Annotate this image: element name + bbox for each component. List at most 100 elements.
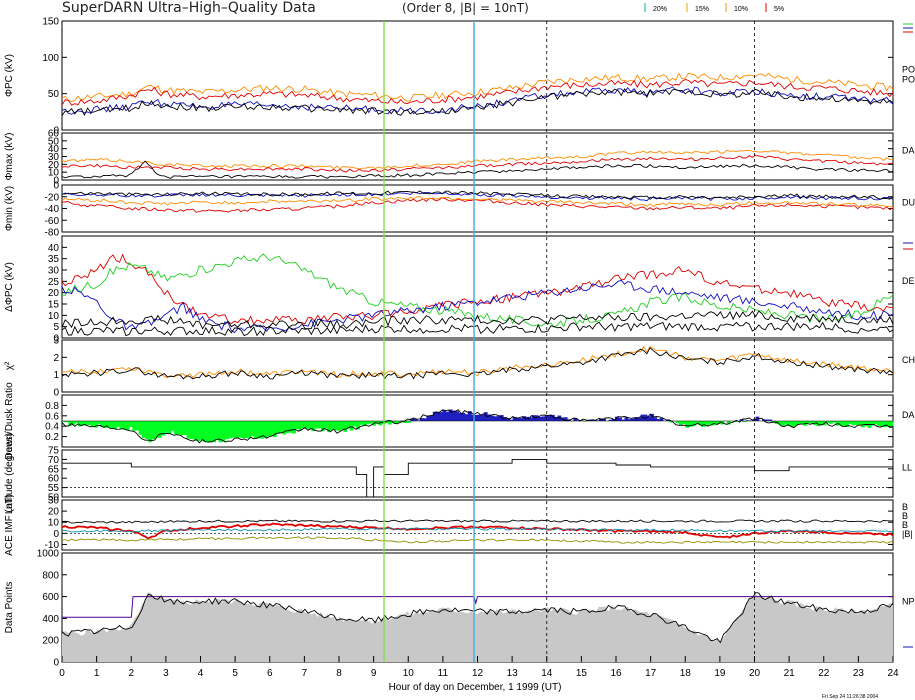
legend-label: 15%: [695, 6, 709, 13]
vertical-markers: [383, 21, 755, 662]
ratio-fill-bar: [193, 421, 197, 440]
x-tick-label: 13: [507, 668, 519, 679]
ratio-fill-bar: [215, 421, 220, 440]
series-line-imf-3: [61, 536, 894, 544]
right-label: B: [902, 520, 908, 530]
right-label: PO: [902, 65, 915, 75]
x-tick-label: 3: [163, 668, 169, 679]
y-tick-label: 5: [53, 322, 59, 333]
ratio-fill-bar: [157, 421, 162, 438]
ratio-fill-bar: [90, 421, 95, 427]
y-tick-label: 20: [48, 288, 60, 299]
ratio-fill-bar: [285, 421, 290, 433]
panel-frame: [61, 499, 894, 551]
y-axis-label: ACE IMF (nT): [4, 494, 15, 556]
ratio-fill-bar: [212, 421, 217, 443]
y-tick-label: 3: [53, 336, 59, 347]
ratio-fill-bar: [260, 421, 264, 439]
x-tick-label: 10: [403, 668, 415, 679]
ratio-fill-bar: [698, 421, 702, 426]
ratio-fill-bar: [442, 409, 447, 421]
ratio-fill-bar: [742, 421, 747, 423]
ratio-fill-bar: [103, 421, 108, 429]
series-line-phimin-0: [61, 197, 894, 213]
ratio-fill-bar: [138, 421, 143, 435]
ratio-fill-bar: [196, 421, 201, 441]
ratio-fill-bar: [151, 421, 156, 440]
ratio-fill-bar: [125, 421, 130, 431]
panel-frame: [61, 20, 894, 131]
ratio-fill-bar: [608, 419, 613, 421]
y-tick-label: 10: [48, 518, 60, 529]
series-line-dphipc-2: [61, 279, 894, 333]
x-tick-label: 6: [267, 668, 273, 679]
series-line-phipc-0: [61, 72, 894, 103]
ratio-fill-bar: [467, 411, 472, 421]
ratio-fill-bar: [279, 421, 284, 433]
ratio-fill-bar: [202, 421, 207, 443]
y-axis-label: Data Points: [4, 582, 15, 634]
ratio-fill-bar: [445, 411, 450, 421]
y-tick-label: 150: [42, 17, 59, 28]
ratio-fill-bar: [547, 414, 552, 421]
ratio-fill-bar: [557, 415, 562, 421]
y-tick-label: 1000: [37, 549, 60, 560]
ratio-fill-bar: [496, 416, 501, 421]
x-tick-label: 15: [576, 668, 588, 679]
ratio-fill-bar: [394, 421, 399, 424]
ratio-fill-bar: [838, 421, 843, 426]
ratio-fill-bar: [809, 421, 814, 424]
y-tick-label: 20: [48, 160, 60, 171]
ratio-fill-bar: [519, 418, 523, 421]
ratio-fill-bar: [87, 421, 92, 426]
ratio-fill-bar: [682, 421, 686, 425]
ratio-fill-bar: [100, 421, 105, 427]
ratio-fill-bar: [819, 421, 824, 426]
panel-chi: 0 1 2 3 χ² CH: [4, 336, 915, 399]
ratio-fill-bar: [806, 421, 811, 424]
ratio-fill-bar: [551, 414, 555, 421]
ratio-fill-bar: [292, 421, 296, 434]
ratio-fill-bar: [777, 421, 782, 425]
ratio-fill-bar: [659, 418, 664, 421]
ratio-fill-bar: [356, 421, 360, 430]
ratio-fill-bar: [266, 421, 271, 437]
ratio-fill-bar: [880, 421, 885, 428]
ratio-fill-bar: [483, 412, 488, 421]
y-tick-label: 0.2: [45, 432, 59, 443]
series-line-imf-0: [61, 519, 894, 524]
ratio-fill-bar: [250, 421, 255, 437]
ratio-fill-bar: [704, 421, 709, 427]
ratio-fill-bar: [825, 421, 830, 424]
x-tick-label: 19: [714, 668, 726, 679]
ratio-fill-bar: [835, 421, 840, 426]
legend-label: 20%: [653, 6, 667, 13]
x-tick-label: 5: [232, 668, 238, 679]
ratio-fill-bar: [573, 418, 578, 421]
data-points-envelope: [62, 596, 893, 618]
series-line-latitude-0: [62, 458, 893, 498]
ratio-fill-bar: [471, 414, 475, 421]
ratio-fill-bar: [141, 421, 146, 439]
y-tick-label: 0: [53, 658, 59, 669]
ratio-fill-bar: [368, 421, 373, 424]
ratio-fill-bar: [288, 421, 293, 433]
ratio-fill-bar: [630, 418, 635, 421]
panel-frame: [61, 339, 894, 393]
x-tick-label: 22: [818, 668, 830, 679]
series-line-imf-1: [61, 522, 894, 540]
ratio-fill-bar: [352, 421, 357, 427]
panel-frame: [61, 235, 894, 339]
series-line-dphipc-4: [61, 321, 894, 337]
panel-frame: [61, 449, 894, 498]
ratio-fill-bar: [116, 421, 121, 427]
ratio-fill-bar: [857, 421, 862, 426]
ratio-fill-bar: [413, 419, 418, 421]
ratio-fill-bar: [669, 421, 674, 423]
ratio-fill-bar: [563, 417, 568, 421]
y-tick-label: 0: [53, 126, 59, 137]
ratio-fill-bar: [384, 421, 389, 424]
ratio-fill-bar: [304, 421, 309, 429]
